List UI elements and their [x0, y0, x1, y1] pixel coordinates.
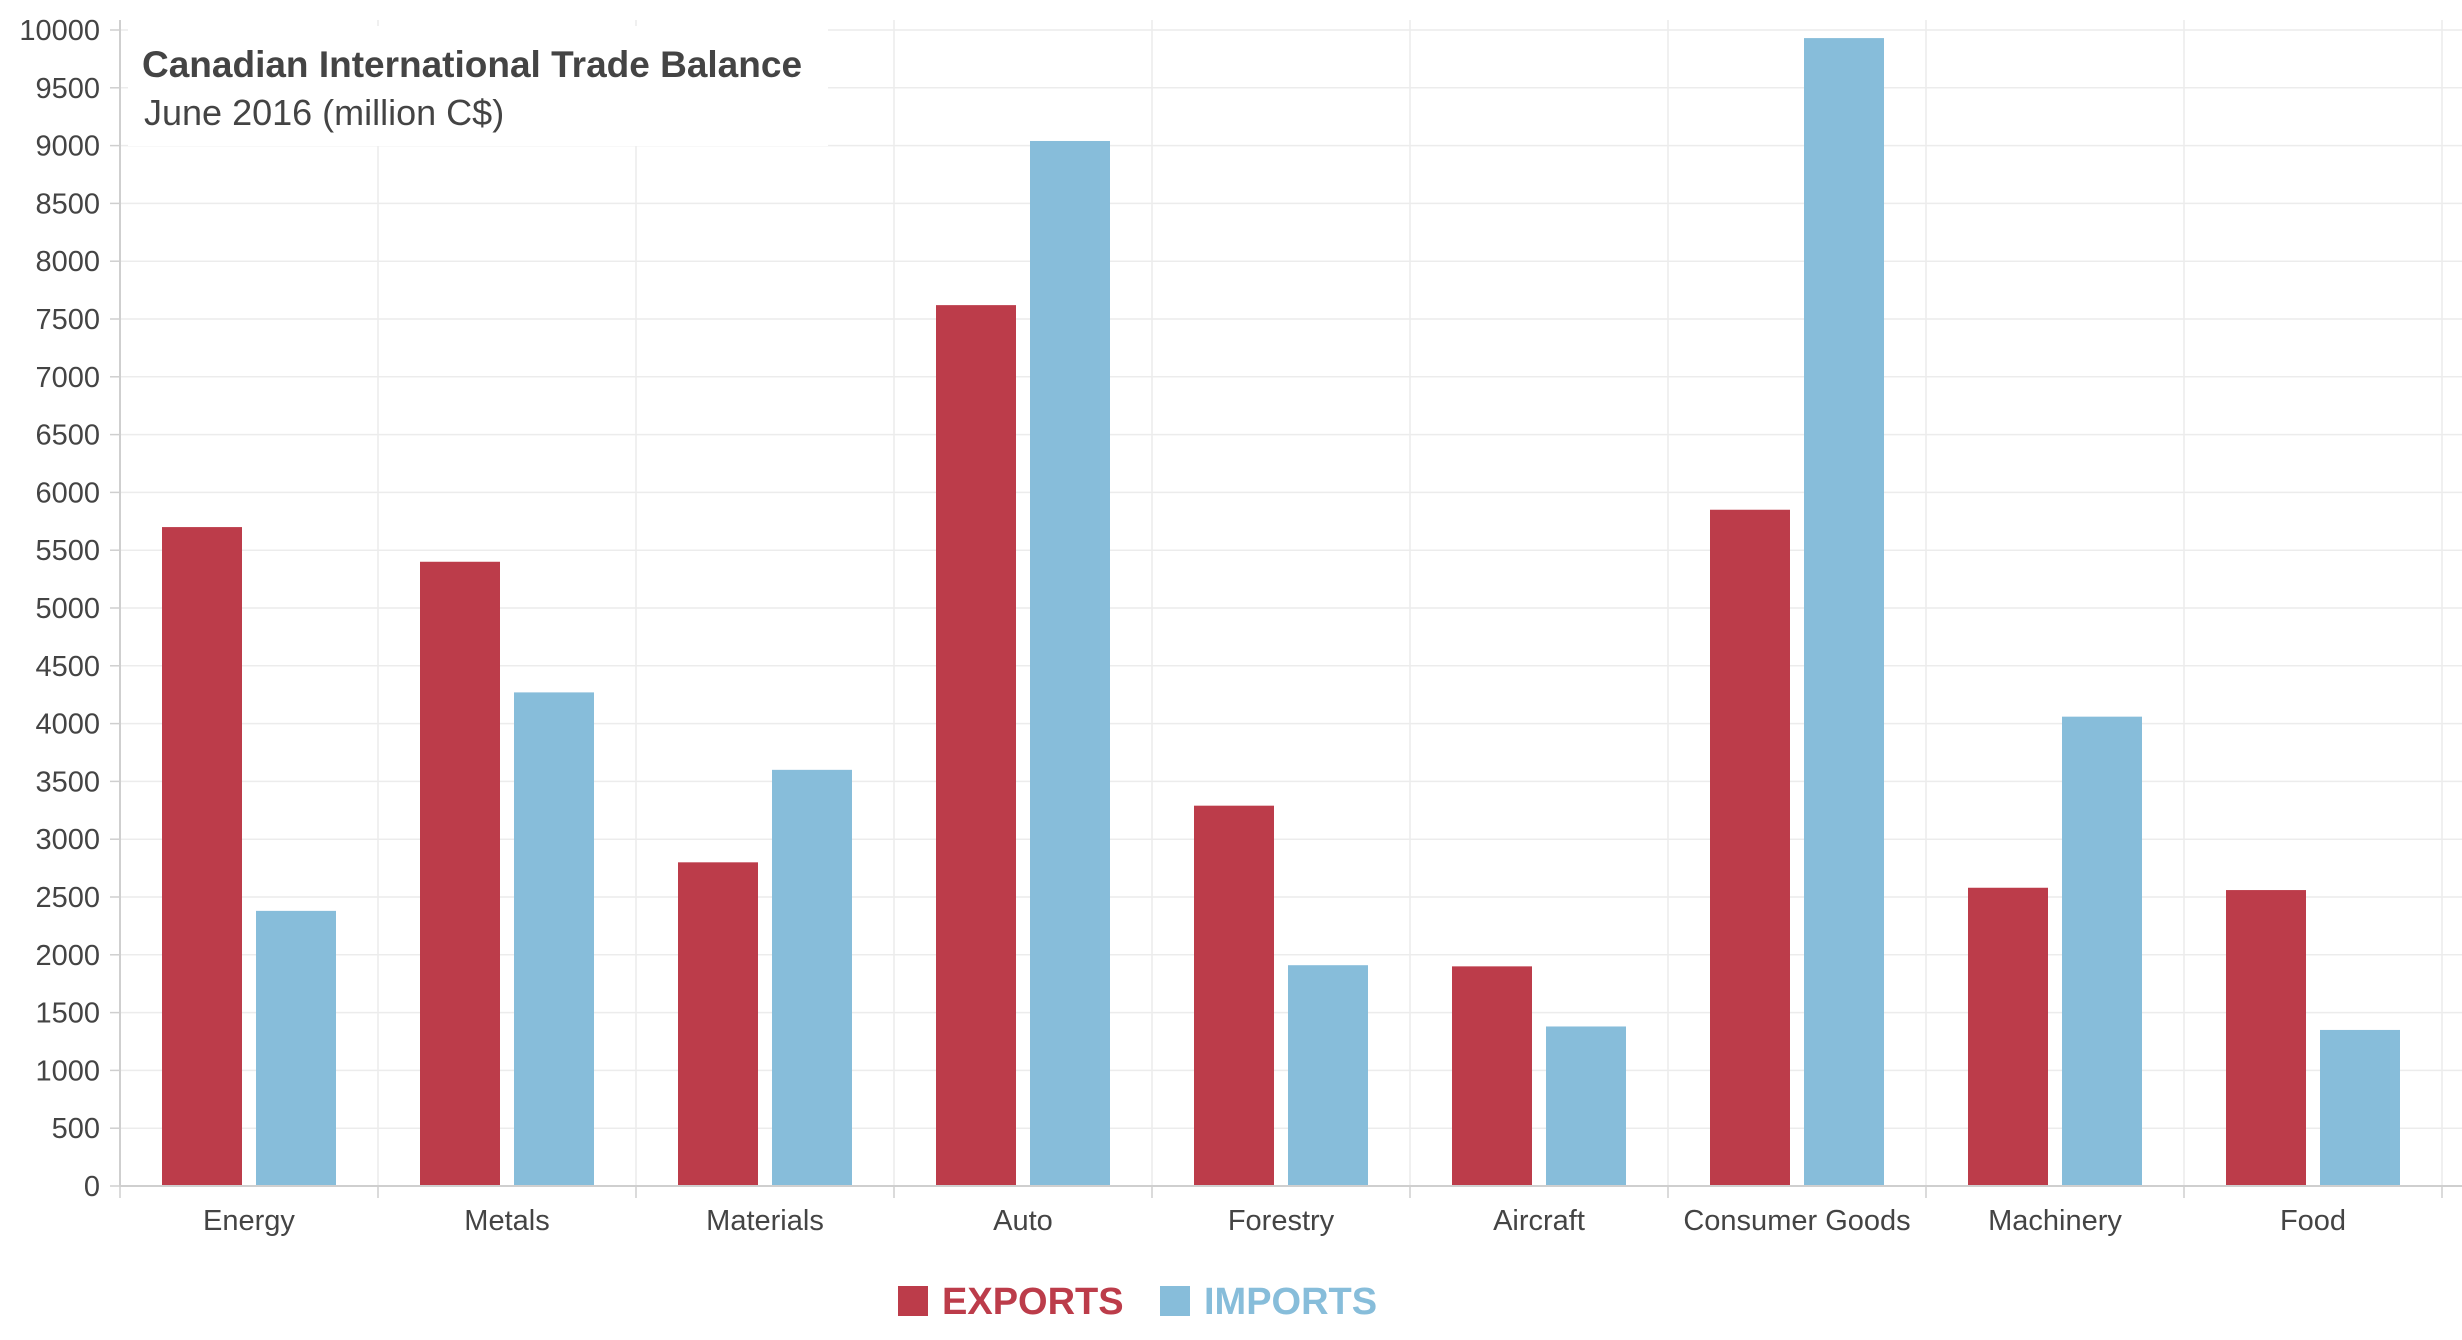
- bar-imports-aircraft: [1546, 1026, 1626, 1186]
- bar-exports-aircraft: [1452, 966, 1532, 1186]
- x-category-label: Metals: [464, 1205, 549, 1237]
- legend-label-imports: IMPORTS: [1204, 1281, 1377, 1323]
- grid-layer: [119, 20, 2462, 1187]
- bar-exports-consumer-goods: [1710, 509, 1790, 1186]
- bar-exports-auto: [936, 305, 1016, 1186]
- bar-exports-metals: [420, 561, 500, 1186]
- bar-exports-food: [2226, 890, 2306, 1186]
- bar-imports-consumer-goods: [1804, 38, 1884, 1186]
- y-tick-label: 2500: [35, 882, 100, 914]
- y-tick-label: 4000: [35, 709, 100, 741]
- bar-imports-materials: [772, 769, 852, 1186]
- x-category-label: Energy: [203, 1205, 295, 1237]
- y-tick-label: 2000: [35, 940, 100, 972]
- x-category-label: Forestry: [1228, 1205, 1335, 1237]
- y-tick-label: 9500: [35, 73, 100, 105]
- chart-subtitle: June 2016 (million C$): [144, 92, 504, 133]
- title-background: [128, 26, 828, 146]
- y-tick-label: 1000: [35, 1055, 100, 1087]
- y-tick-label: 9000: [35, 131, 100, 163]
- bar-imports-auto: [1030, 140, 1110, 1187]
- y-tick-label: 6000: [35, 477, 100, 509]
- y-tick-label: 3500: [35, 766, 100, 798]
- y-tick-label: 7500: [35, 304, 100, 336]
- x-category-label: Machinery: [1988, 1205, 2122, 1237]
- y-tick-label: 8500: [35, 188, 100, 220]
- x-category-label: Food: [2280, 1205, 2346, 1237]
- y-tick-label: 5500: [35, 535, 100, 567]
- chart-title-box: Canadian International Trade Balance Jun…: [128, 26, 828, 146]
- legend-swatch-exports: [898, 1286, 928, 1316]
- x-category-label: Auto: [993, 1205, 1053, 1237]
- y-tick-label: 5000: [35, 593, 100, 625]
- y-tick-label: 0: [84, 1171, 100, 1203]
- legend-swatch-imports: [1160, 1286, 1190, 1316]
- bars-layer: [162, 38, 2400, 1187]
- chart-title: Canadian International Trade Balance: [142, 44, 802, 85]
- legend: EXPORTS IMPORTS: [898, 1281, 1377, 1323]
- x-category-label: Consumer Goods: [1683, 1205, 1910, 1237]
- y-tick-label: 8000: [35, 246, 100, 278]
- axis-layer: 0 500 1000 1500 2000 2500 3000 3500 4000 4500 5000…: [19, 15, 2462, 1237]
- bar-imports-energy: [256, 910, 336, 1186]
- y-tick-label: 3000: [35, 824, 100, 856]
- y-tick-label: 500: [52, 1113, 100, 1145]
- bar-exports-energy: [162, 527, 242, 1186]
- bar-imports-forestry: [1288, 965, 1368, 1186]
- bar-imports-food: [2320, 1029, 2400, 1186]
- bar-exports-machinery: [1968, 887, 2048, 1186]
- y-tick-label: 1500: [35, 998, 100, 1030]
- bar-imports-machinery: [2062, 716, 2142, 1186]
- bar-imports-metals: [514, 692, 594, 1186]
- y-tick-label: 7000: [35, 362, 100, 394]
- bar-exports-forestry: [1194, 805, 1274, 1186]
- y-tick-label: 10000: [19, 15, 100, 47]
- y-tick-label: 6500: [35, 420, 100, 452]
- x-category-label: Aircraft: [1493, 1205, 1585, 1237]
- bar-exports-materials: [678, 862, 758, 1186]
- x-category-label: Materials: [706, 1205, 824, 1237]
- legend-label-exports: EXPORTS: [942, 1281, 1124, 1323]
- y-tick-label: 4500: [35, 651, 100, 683]
